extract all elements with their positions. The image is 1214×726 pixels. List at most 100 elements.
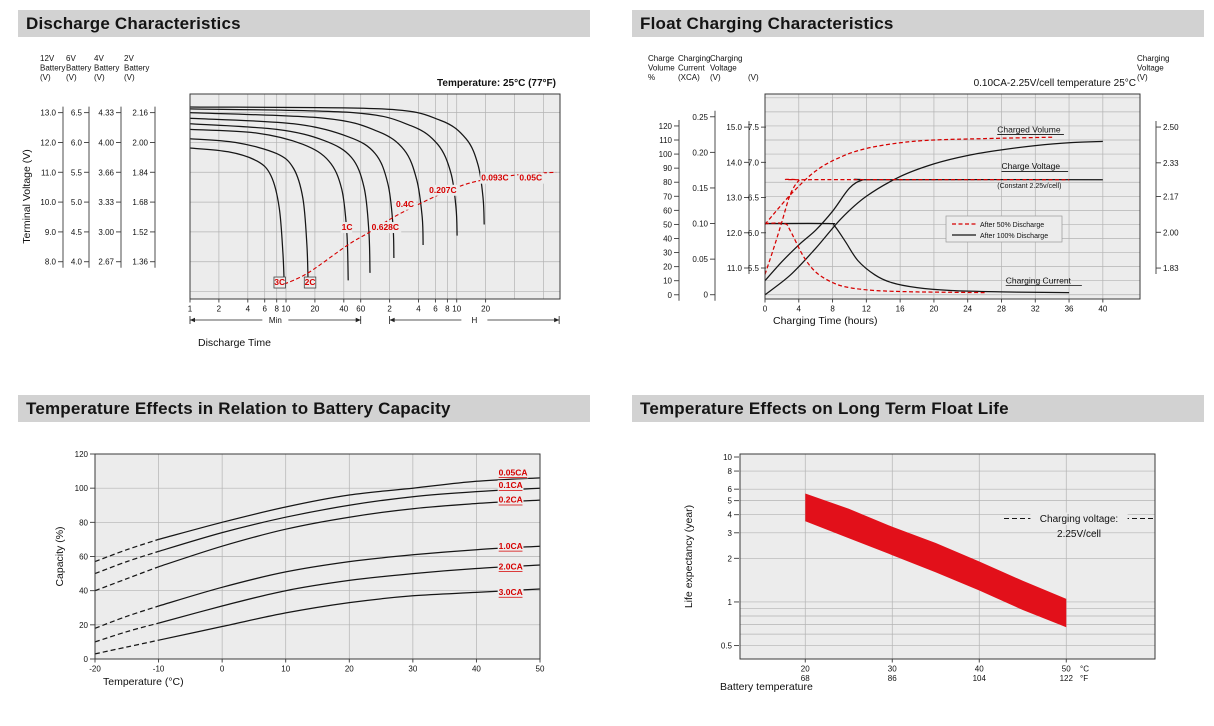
svg-text:6: 6: [728, 485, 733, 494]
svg-text:20: 20: [801, 665, 810, 674]
svg-text:Current: Current: [678, 64, 705, 73]
3c-label: 3C: [274, 277, 285, 287]
svg-text:24: 24: [963, 305, 972, 314]
svg-text:Voltage: Voltage: [710, 64, 737, 73]
svg-text:60: 60: [79, 553, 88, 562]
svg-text:40: 40: [975, 665, 984, 674]
svg-text:(V): (V): [66, 73, 77, 82]
svg-text:0: 0: [704, 291, 709, 300]
temp-capacity-0.2ca: [94, 566, 159, 592]
svg-text:86: 86: [888, 674, 897, 683]
temp-capacity-0.05ca: [158, 477, 541, 541]
0.4c-label: 0.4C: [396, 199, 414, 209]
svg-text:H: H: [471, 316, 477, 325]
svg-text:10.0: 10.0: [40, 198, 56, 207]
discharge-0.05c: [189, 106, 485, 225]
discharge-3c: [189, 147, 285, 288]
discharge-note: Temperature: 25°C (77°F): [437, 78, 556, 89]
temp-capacity-0.05ca: [94, 538, 159, 563]
svg-text:8.0: 8.0: [45, 258, 57, 267]
svg-text:0: 0: [84, 655, 89, 664]
svg-text:30: 30: [663, 249, 672, 258]
temp-capacity-3.0ca: [94, 639, 159, 655]
1c-label: 1C: [342, 222, 353, 232]
charging-current-label: Charging Current: [1006, 275, 1072, 285]
svg-text:1.68: 1.68: [132, 198, 148, 207]
temp-capacity-0.2ca: [158, 499, 541, 568]
svg-text:10: 10: [452, 305, 461, 314]
svg-text:4V: 4V: [94, 54, 104, 63]
temp-capacity-1.0ca: [158, 545, 541, 607]
c-label: °C: [1080, 665, 1089, 674]
svg-text:40: 40: [1098, 305, 1107, 314]
temp-capacity-2.0ca: [94, 622, 159, 643]
svg-text:0.05: 0.05: [692, 255, 708, 264]
svg-text:32: 32: [1031, 305, 1040, 314]
svg-text:10: 10: [663, 277, 672, 286]
svg-text:5.5: 5.5: [71, 168, 83, 177]
svg-text:80: 80: [79, 518, 88, 527]
svg-text:1.52: 1.52: [132, 228, 148, 237]
svg-text:0.25: 0.25: [692, 113, 708, 122]
svg-text:(V): (V): [748, 73, 759, 82]
svg-text:Min: Min: [269, 316, 282, 325]
legend-entry-0: After 50% Discharge: [980, 222, 1044, 229]
svg-text:0: 0: [220, 665, 225, 674]
svg-text:%: %: [648, 73, 655, 82]
svg-text:4: 4: [246, 305, 251, 314]
2c-label: 2C: [305, 277, 316, 287]
svg-text:4.00: 4.00: [98, 138, 114, 147]
svg-text:40: 40: [472, 665, 481, 674]
svg-text:0.5: 0.5: [721, 642, 733, 651]
svg-text:2: 2: [728, 554, 733, 563]
svg-text:Charging: Charging: [710, 54, 742, 63]
temp-capacity-0.1ca: [94, 550, 159, 575]
svg-text:8: 8: [728, 467, 733, 476]
discharge-0.093c: [189, 108, 458, 236]
svg-text:5.5: 5.5: [748, 264, 760, 273]
0.1ca-label: 0.1CA: [499, 480, 523, 490]
temp-capacity-1.0ca: [94, 605, 159, 629]
svg-text:2.33: 2.33: [1163, 159, 1179, 168]
svg-text:40: 40: [339, 305, 348, 314]
discharge-2c: [189, 138, 309, 285]
svg-text:2: 2: [217, 305, 222, 314]
svg-text:7.5: 7.5: [748, 123, 760, 132]
svg-text:1.36: 1.36: [132, 258, 148, 267]
svg-text:50: 50: [536, 665, 545, 674]
svg-text:60: 60: [356, 305, 365, 314]
panel-float-charging: Float Charging Characteristics 0 4 8 12 16 20…: [632, 10, 1204, 361]
svg-text:7.0: 7.0: [748, 158, 760, 167]
svg-text:11.0: 11.0: [727, 264, 743, 273]
svg-text:0.15: 0.15: [692, 184, 708, 193]
svg-text:20: 20: [929, 305, 938, 314]
svg-text:Charge: Charge: [648, 54, 675, 63]
svg-text:6.0: 6.0: [71, 138, 83, 147]
section-title-float-charging: Float Charging Characteristics: [632, 10, 1204, 37]
0.2ca-label: 0.2CA: [499, 495, 523, 505]
svg-text:12.0: 12.0: [40, 138, 56, 147]
svg-text:15.0: 15.0: [726, 123, 742, 132]
svg-text:1: 1: [728, 598, 733, 607]
2.0ca-label: 2.0CA: [499, 561, 523, 571]
svg-text:13.0: 13.0: [40, 109, 56, 118]
svg-text:12.0: 12.0: [726, 229, 742, 238]
svg-text:14.0: 14.0: [726, 158, 742, 167]
svg-text:20: 20: [310, 305, 319, 314]
svg-text:11.0: 11.0: [41, 168, 57, 177]
svg-text:70: 70: [663, 192, 672, 201]
section-title-float-life: Temperature Effects on Long Term Float L…: [632, 395, 1204, 422]
svg-text:0: 0: [668, 291, 673, 300]
svg-text:4: 4: [728, 511, 733, 520]
svg-text:10: 10: [281, 665, 290, 674]
float-charging-x-axis-title: Charging Time (hours): [773, 315, 877, 327]
svg-text:2: 2: [387, 305, 392, 314]
svg-text:20: 20: [79, 621, 88, 630]
discharge-characteristics-chart: 1 2 4 6 8 10 20 40 60 2 4 6 8 10 2012VBattery(V)13.012…: [21, 54, 561, 349]
svg-text:4.5: 4.5: [71, 228, 83, 237]
float-charging-charged-volume-after-100pct-discharge: [764, 140, 1103, 296]
svg-text:16: 16: [896, 305, 905, 314]
svg-text:Battery: Battery: [40, 64, 65, 73]
float-charging-charge-voltage-after-50pct-discharge: [764, 178, 1070, 275]
